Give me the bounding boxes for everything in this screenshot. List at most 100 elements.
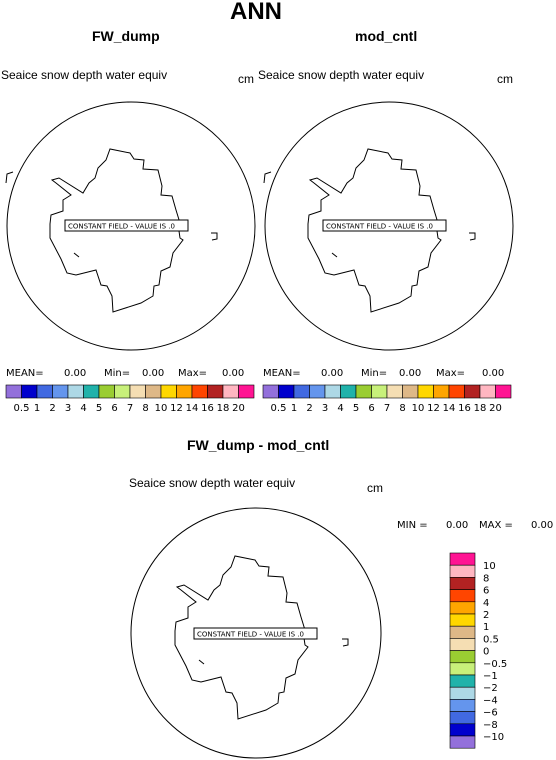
colorbar-difference-swatch: [449, 625, 476, 639]
colorbar-difference-swatch: [449, 686, 476, 700]
colorbar-fw-dump-tick-label: 14: [186, 403, 199, 414]
min-label-1: Min=: [104, 368, 131, 379]
colorbar-difference-tick-label: −4: [483, 695, 498, 706]
colorbar-fw-dump-swatch: [52, 384, 69, 399]
colorbar-mod-cntl-tick-label: 4: [337, 403, 343, 414]
colorbar-fw-dump-tick-label: 20: [232, 403, 245, 414]
colorbar-mod-cntl-tick-label: 10: [412, 403, 425, 414]
panel-title-3: FW_dump - mod_cntl: [187, 437, 330, 453]
mean-label-1: MEAN=: [6, 368, 44, 379]
colorbar-mod-cntl-swatch: [464, 384, 481, 399]
colorbar-mod-cntl-swatch: [479, 384, 496, 399]
colorbar-difference-swatch: [449, 552, 476, 566]
colorbar-difference-swatch: [449, 601, 476, 615]
colorbar-mod-cntl-swatch: [340, 384, 357, 399]
colorbar-difference-tick-label: 6: [483, 586, 489, 597]
constant-field-text-1: CONSTANT FIELD - VALUE IS .0: [68, 223, 175, 231]
colorbar-mod-cntl-tick-label: 7: [384, 403, 390, 414]
colorbar-mod-cntl-swatch: [309, 384, 326, 399]
colorbar-mod-cntl-swatch: [278, 384, 295, 399]
colorbar-difference-tick-label: −8: [483, 720, 498, 731]
colorbar-difference-swatch: [449, 674, 476, 688]
colorbar-difference-tick-label: 2: [483, 610, 489, 621]
colorbar-mod-cntl-swatch: [495, 384, 512, 399]
colorbar-fw-dump-swatch: [207, 384, 224, 399]
colorbar-fw-dump-swatch: [83, 384, 100, 399]
colorbar-mod-cntl-tick-label: 12: [427, 403, 440, 414]
min-label-2: Min=: [361, 368, 388, 379]
colorbar-fw-dump-swatch: [5, 384, 22, 399]
colorbar-fw-dump-tick-label: 4: [80, 403, 86, 414]
colorbar-fw-dump-tick-label: 1: [34, 403, 40, 414]
colorbar-difference-tick-label: 10: [483, 561, 496, 572]
colorbar-fw-dump-swatch: [160, 384, 177, 399]
colorbar-mod-cntl-tick-label: 5: [353, 403, 359, 414]
colorbar-fw-dump-tick-label: 2: [49, 403, 55, 414]
polar-map-1: CONSTANT FIELD - VALUE IS .0: [5, 101, 256, 351]
colorbar-difference-swatch: [449, 577, 476, 590]
colorbar-mod-cntl-swatch: [448, 384, 465, 399]
colorbar-difference-tick-label: 0.5: [483, 634, 499, 645]
colorbar-fw-dump-tick-label: 12: [170, 403, 183, 414]
colorbar-difference-tick-label: −1: [483, 671, 498, 682]
colorbar-fw-dump-swatch: [114, 384, 131, 399]
colorbar-fw-dump-swatch: [98, 384, 115, 399]
max-value-1: 0.00: [222, 368, 245, 379]
mean-value-2: 0.00: [321, 368, 344, 379]
min-value-1: 0.00: [142, 368, 165, 379]
colorbar-difference-tick-label: 4: [483, 598, 489, 609]
max-value-3: 0.00: [531, 520, 554, 531]
colorbar-difference-tick-label: 8: [483, 573, 489, 584]
colorbar-mod-cntl-swatch: [386, 384, 403, 399]
colorbar-mod-cntl-tick-label: 20: [489, 403, 502, 414]
mean-label-2: MEAN=: [263, 368, 301, 379]
colorbar-mod-cntl-tick-label: 3: [322, 403, 328, 414]
colorbar-difference-swatch: [449, 735, 476, 749]
colorbar-fw-dump-swatch: [191, 384, 208, 399]
colorbar-mod-cntl-tick-label: 16: [458, 403, 471, 414]
colorbar-mod-cntl-tick-label: 1: [291, 403, 297, 414]
colorbar-mod-cntl-tick-label: 8: [399, 403, 405, 414]
colorbar-mod-cntl-swatch: [262, 384, 279, 399]
constant-field-box-2: [322, 219, 447, 232]
constant-field-box-3: [193, 627, 318, 640]
colorbar-difference-swatch: [449, 650, 476, 664]
colorbar-mod-cntl-swatch: [433, 384, 450, 399]
colorbar-difference-tick-label: −10: [483, 732, 504, 743]
field-label-3: Seaice snow depth water equiv: [129, 476, 296, 490]
max-label-1: Max=: [178, 368, 208, 379]
colorbar-difference-swatch: [449, 589, 476, 603]
colorbar-fw-dump-tick-label: 8: [142, 403, 148, 414]
colorbar-mod-cntl-tick-label: 0.5: [271, 403, 287, 414]
min-label-3: MIN =: [397, 520, 428, 531]
units-label-2: cm: [497, 72, 513, 86]
colorbar-fw-dump-swatch: [145, 384, 162, 399]
colorbar-fw-dump-swatch: [21, 384, 38, 399]
colorbar-fw-dump-tick-label: 10: [155, 403, 168, 414]
colorbar-mod-cntl-swatch: [324, 384, 341, 399]
polar-map-3: CONSTANT FIELD - VALUE IS .0: [130, 507, 382, 759]
constant-field-text-2: CONSTANT FIELD - VALUE IS .0: [326, 223, 433, 231]
colorbar-difference-tick-label: 1: [483, 622, 489, 633]
max-label-2: Max=: [436, 368, 466, 379]
colorbar-difference-tick-label: 0: [483, 647, 489, 658]
colorbar-mod-cntl-tick-label: 6: [368, 403, 374, 414]
colorbar-fw-dump-tick-label: 5: [96, 403, 102, 414]
panel-title-2: mod_cntl: [355, 28, 418, 44]
polar-map-2: CONSTANT FIELD - VALUE IS .0: [263, 101, 514, 351]
colorbar-mod-cntl-tick-label: 18: [474, 403, 487, 414]
colorbar-difference-tick-label: −2: [483, 683, 498, 694]
max-label-3: MAX =: [479, 520, 513, 531]
colorbar-difference-swatch: [449, 638, 476, 651]
colorbar-fw-dump-swatch: [129, 384, 146, 399]
colorbar-fw-dump-tick-label: 16: [201, 403, 214, 414]
colorbar-difference-swatch: [449, 564, 476, 578]
colorbar-difference-swatch: [449, 613, 476, 627]
colorbar-mod-cntl-swatch: [355, 384, 372, 399]
colorbar-fw-dump-swatch: [222, 384, 239, 399]
max-value-2: 0.00: [482, 368, 505, 379]
colorbar-fw-dump-tick-label: 7: [127, 403, 133, 414]
constant-field-box-1: [64, 219, 189, 232]
units-label-1: cm: [238, 72, 254, 86]
